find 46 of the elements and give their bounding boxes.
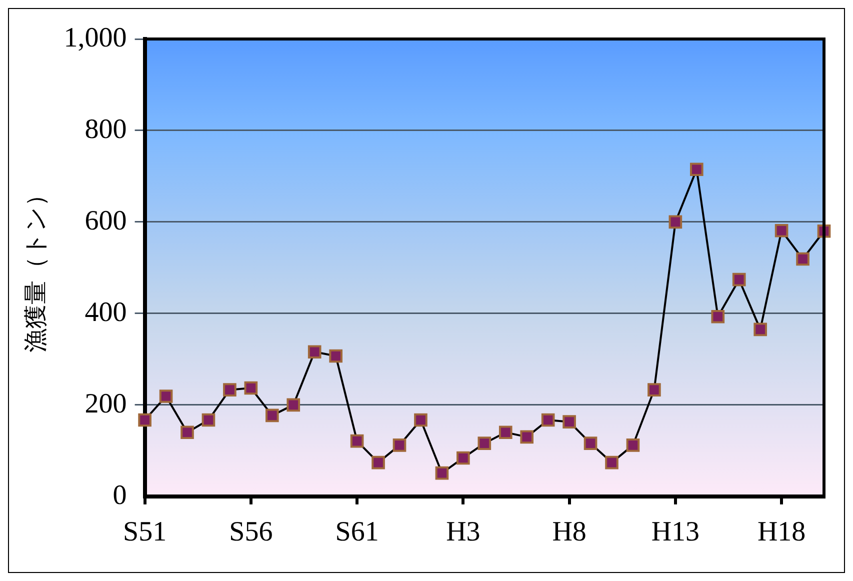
point [754, 322, 767, 336]
x-tick-label: H3 [446, 516, 480, 548]
x-tick-label: S56 [229, 516, 273, 548]
point [520, 430, 534, 444]
point [435, 466, 449, 480]
point [562, 415, 576, 428]
x-tick-label: H8 [552, 516, 586, 548]
y-axis-title: 漁獲量（トン） [22, 182, 50, 353]
y-tick-label: 600 [84, 205, 127, 236]
point [329, 349, 342, 363]
y-tick-label: 0 [112, 480, 127, 511]
point [308, 345, 322, 359]
point [286, 398, 300, 412]
point [265, 408, 279, 422]
x-tick-label: S51 [123, 516, 167, 548]
point [648, 383, 661, 396]
point [414, 413, 428, 427]
y-tick-label: 1,000 [64, 22, 127, 54]
point [244, 381, 258, 395]
point [605, 456, 618, 470]
point [202, 413, 216, 427]
point [350, 434, 364, 448]
y-tick-label: 800 [84, 114, 127, 145]
point [732, 272, 746, 286]
point [498, 426, 512, 440]
point [626, 438, 640, 452]
point [796, 252, 810, 266]
point [478, 436, 492, 450]
point [138, 413, 152, 427]
point [159, 390, 173, 403]
point [372, 456, 385, 470]
point [690, 162, 704, 176]
x-tick-label: H18 [757, 516, 806, 548]
point [711, 310, 725, 324]
point [392, 438, 406, 452]
point [223, 383, 236, 396]
point [541, 413, 555, 427]
y-tick-label: 200 [84, 388, 127, 420]
point [180, 426, 194, 440]
point [774, 224, 788, 238]
x-tick-label: H13 [651, 516, 700, 548]
y-tick-label: 400 [84, 296, 127, 328]
point [456, 451, 470, 465]
point [584, 436, 598, 450]
x-tick-label: S61 [335, 516, 379, 548]
point [668, 215, 682, 229]
